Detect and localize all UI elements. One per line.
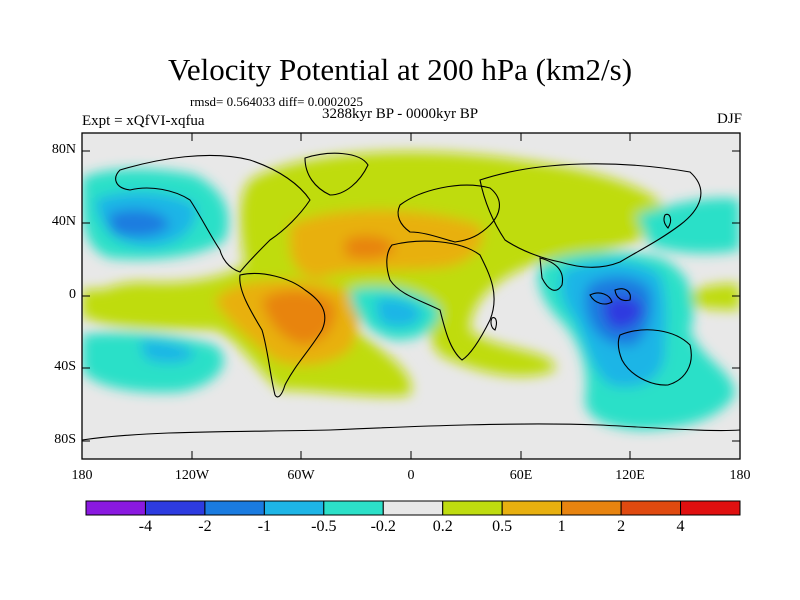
colorbar-label: 0.2 (432, 518, 453, 535)
lat-label: 40S (54, 359, 76, 374)
colorbar-label: 4 (676, 518, 685, 535)
colorbar-swatch (680, 500, 741, 516)
lon-label: 120W (174, 468, 210, 483)
lon-label: 60E (509, 468, 533, 483)
colorbar-swatch (442, 500, 503, 516)
colorbar-swatch (204, 500, 265, 516)
colorbar-swatch (144, 500, 206, 516)
colorbar (85, 500, 741, 516)
colorbar-swatch (263, 500, 325, 516)
map-field (82, 133, 740, 459)
lat-label: 40N (51, 214, 76, 229)
colorbar-swatch (85, 500, 146, 516)
colorbar-swatch (561, 500, 622, 516)
colorbar-swatch (382, 500, 444, 516)
stats-text: rmsd= 0.564033 diff= 0.0002025 (190, 94, 363, 109)
experiment-label: Expt = xQfVI-xqfua (82, 113, 205, 129)
colorbar-label: 0.5 (492, 518, 513, 535)
map-title: Velocity Potential at 200 hPa (km2/s) (167, 52, 633, 87)
lon-label: 60W (287, 468, 315, 483)
colorbar-label: -2 (198, 518, 212, 535)
colorbar-swatch (323, 500, 384, 516)
season-label: DJF (716, 111, 742, 127)
lat-label: 80S (54, 432, 76, 447)
lat-label: 80N (51, 142, 76, 157)
lat-label: 0 (69, 287, 76, 302)
colorbar-label: 1 (557, 518, 566, 535)
colorbar-label: 2 (617, 518, 626, 535)
period-label: 3288kyr BP - 0000kyr BP (322, 106, 479, 122)
axis-ticks (81, 133, 741, 459)
lon-label: 180 (71, 468, 93, 483)
lon-label: 120E (615, 468, 645, 483)
colorbar-swatch (501, 500, 563, 516)
colorbar-label: -0.5 (311, 518, 337, 535)
colorbar-label: -1 (257, 518, 272, 535)
colorbar-label: -0.2 (370, 518, 396, 535)
coastlines (82, 152, 740, 441)
colorbar-label: -4 (138, 518, 153, 535)
colorbar-swatch (620, 500, 682, 516)
lon-label: 0 (407, 468, 415, 483)
lon-label: 180 (729, 468, 751, 483)
